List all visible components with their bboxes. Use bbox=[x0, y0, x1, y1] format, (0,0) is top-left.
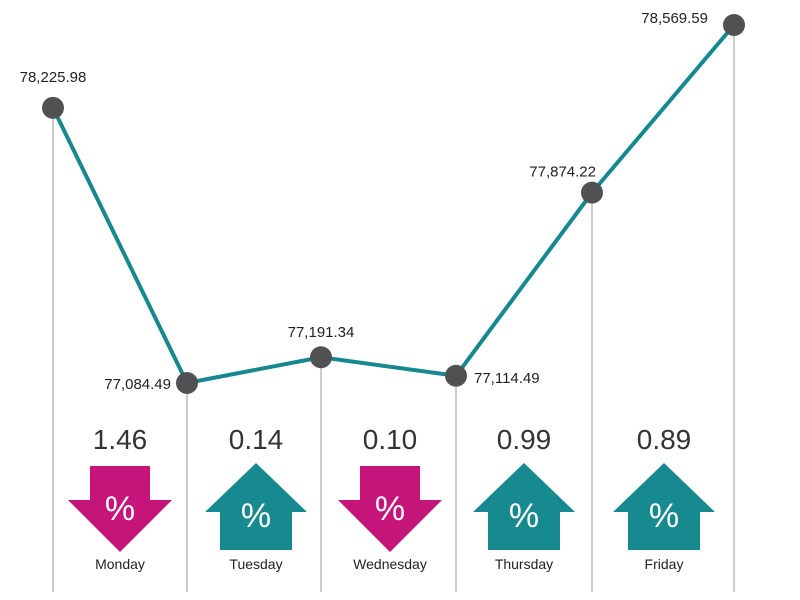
day-label-tuesday: Tuesday bbox=[229, 556, 283, 572]
percent-symbol-tuesday: % bbox=[241, 497, 271, 535]
data-point-marker-1 bbox=[176, 372, 198, 394]
index-series-line bbox=[51, 23, 736, 385]
change-value-wednesday: 0.10 bbox=[362, 424, 418, 455]
change-value-thursday: 0.99 bbox=[496, 424, 552, 455]
up-arrow-icon-thursday bbox=[473, 463, 575, 550]
data-point-marker-4 bbox=[581, 181, 603, 204]
day-label-friday: Friday bbox=[644, 556, 684, 572]
point-value-label-4: 77,874.22 bbox=[529, 164, 596, 181]
down-arrow-icon-wednesday bbox=[338, 466, 442, 552]
percent-symbol-monday: % bbox=[105, 490, 135, 528]
day-label-thursday: Thursday bbox=[494, 556, 554, 572]
change-value-tuesday: 0.14 bbox=[228, 424, 284, 455]
data-point-marker-0 bbox=[42, 96, 64, 119]
data-point-marker-2 bbox=[310, 346, 332, 369]
up-arrow-icon-friday bbox=[613, 463, 715, 550]
data-point-marker-5 bbox=[723, 14, 745, 36]
point-value-label-3: 77,114.49 bbox=[474, 370, 540, 387]
up-arrow-icon-tuesday bbox=[205, 463, 307, 550]
point-value-label-1: 77,084.49 bbox=[104, 376, 171, 393]
down-arrow-icon-monday bbox=[68, 466, 172, 552]
change-value-monday: 1.46 bbox=[92, 424, 148, 455]
change-value-friday: 0.89 bbox=[636, 424, 692, 455]
day-label-monday: Monday bbox=[95, 556, 145, 572]
day-label-wednesday: Wednesday bbox=[353, 556, 427, 572]
percent-symbol-wednesday: % bbox=[375, 490, 405, 528]
percent-symbol-friday: % bbox=[649, 497, 679, 535]
point-value-label-5: 78,569.59 bbox=[641, 10, 708, 27]
data-point-markers bbox=[42, 14, 745, 394]
data-point-marker-3 bbox=[445, 364, 467, 387]
vertical-guide-lines bbox=[52, 25, 735, 592]
point-value-label-0: 78,225.98 bbox=[20, 69, 87, 86]
change-arrows: %%%%% bbox=[68, 463, 715, 552]
point-value-label-2: 77,191.34 bbox=[288, 324, 355, 341]
data-point-labels: 78,225.98 77,084.49 77,191.34 77,114.49 77,8… bbox=[20, 10, 708, 393]
percent-symbol-thursday: % bbox=[509, 497, 539, 535]
